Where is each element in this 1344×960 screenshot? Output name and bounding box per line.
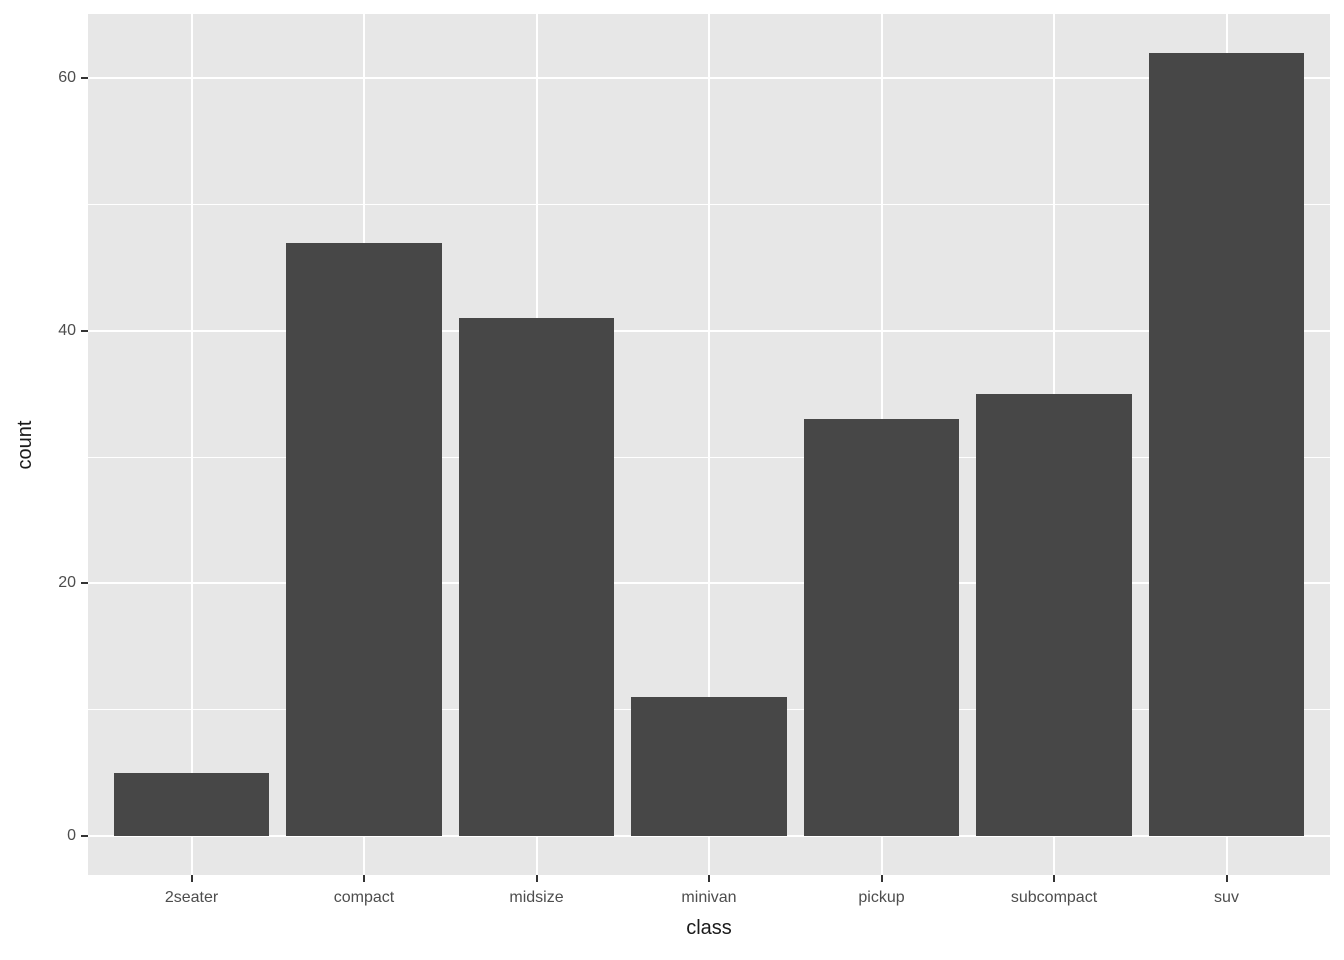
y-tick-60 [81, 77, 88, 80]
bar-midsize [458, 318, 615, 836]
plot-panel [88, 14, 1330, 875]
y-tick-label-20: 20 [58, 574, 76, 592]
x-tick-label-subcompact: subcompact [1010, 889, 1098, 906]
x-tick-label-midsize: midsize [509, 889, 564, 906]
major-gridline-x-2seater [190, 14, 193, 875]
x-tick-minivan [708, 875, 710, 882]
x-tick-midsize [535, 875, 538, 882]
major-gridline-x-minivan [708, 14, 710, 875]
bar-minivan [631, 696, 787, 836]
x-tick-label-compact: compact [333, 889, 395, 906]
bar-suv [1148, 53, 1305, 836]
x-tick-label-minivan: minivan [681, 889, 737, 906]
x-tick-2seater [190, 875, 193, 882]
y-tick-label-0: 0 [67, 826, 76, 844]
x-tick-subcompact [1053, 875, 1055, 882]
x-tick-compact [363, 875, 365, 882]
y-tick-label-40: 40 [58, 321, 76, 339]
x-tick-label-suv: suv [1214, 889, 1239, 906]
x-axis-title: class [686, 917, 732, 939]
bar-compact [286, 242, 442, 836]
y-tick-label-60: 60 [58, 69, 76, 87]
x-tick-label-2seater: 2seater [164, 889, 219, 906]
bar-pickup [803, 419, 960, 836]
y-tick-40 [81, 329, 88, 332]
x-tick-pickup [880, 875, 883, 882]
y-tick-0 [81, 834, 88, 837]
x-tick-label-pickup: pickup [858, 889, 905, 906]
y-tick-20 [81, 582, 88, 585]
bar-2seater [113, 772, 270, 836]
x-tick-suv [1225, 875, 1228, 882]
y-axis-title: count [14, 420, 36, 469]
bar-subcompact [976, 394, 1132, 836]
